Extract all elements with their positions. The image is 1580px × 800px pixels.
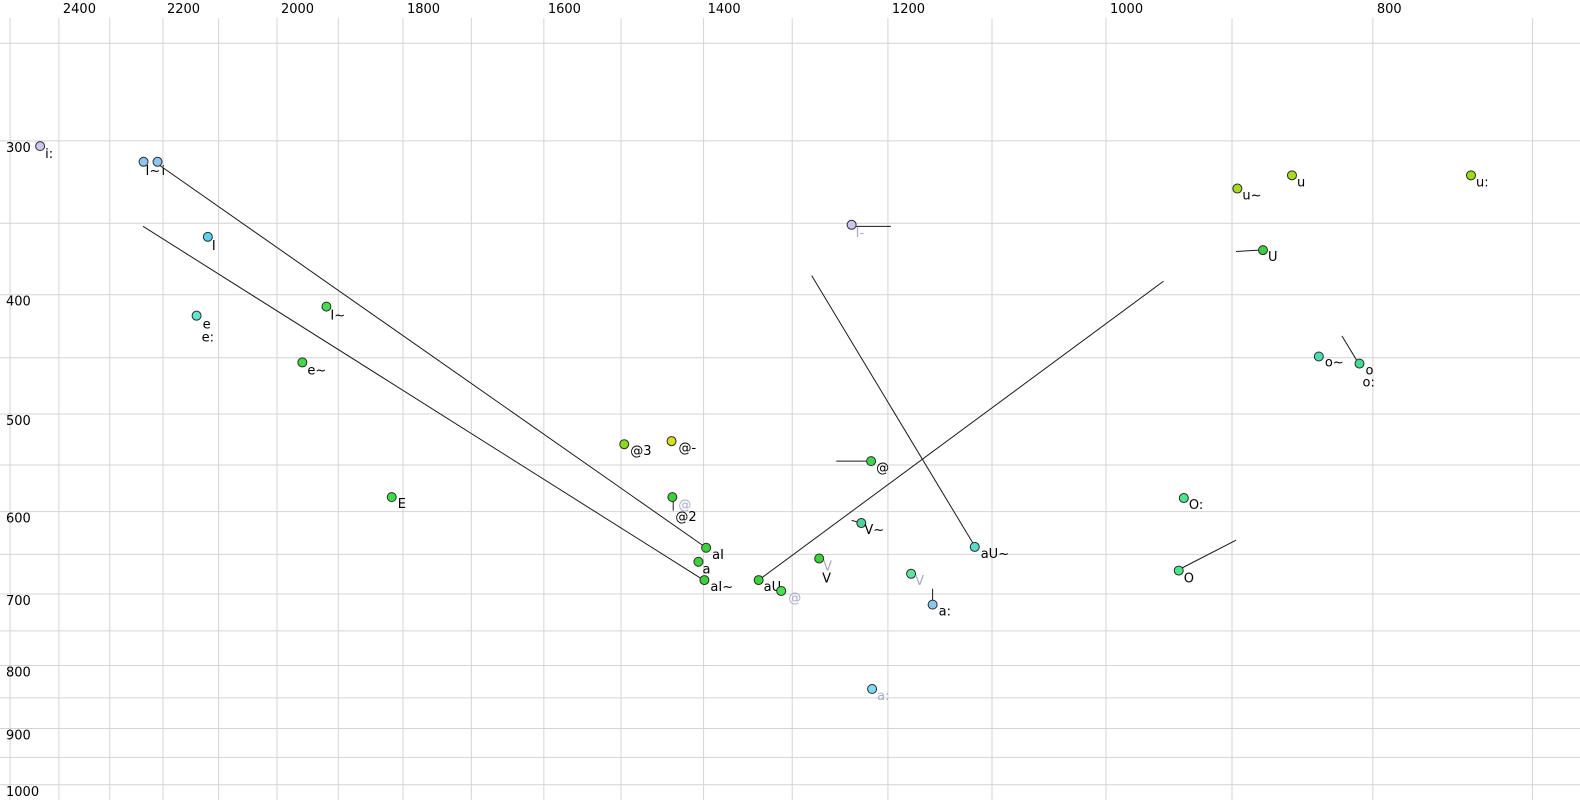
vowel-point-a:	[927, 599, 938, 610]
vowel-label-aU~: aU~	[981, 547, 1009, 562]
vowel-point-u:	[1465, 170, 1476, 181]
x-tick-label: 2200	[167, 2, 200, 17]
vowel-label-@: @	[876, 461, 889, 476]
x-tick-label: 800	[1377, 2, 1402, 17]
vowel-point-V	[906, 568, 917, 579]
y-tick-label: 800	[6, 665, 31, 680]
vowel-label-E: E	[398, 497, 406, 512]
vowel-point-u~	[1232, 183, 1243, 194]
trajectory-line-i-to-aI	[156, 163, 707, 549]
y-tick-label: 400	[6, 295, 31, 310]
vowel-label-i: i	[162, 164, 166, 179]
x-tick-label: 2400	[63, 2, 96, 17]
trajectory-line-at-o-long	[1341, 335, 1357, 361]
vowel-label-u~: u~	[1242, 189, 1261, 204]
x-tick-label: 1200	[892, 2, 925, 17]
trajectory-line-to-aI~	[142, 225, 704, 581]
trajectory-line-aU~-glide	[811, 275, 976, 547]
vowel-label-o~: o~	[1325, 356, 1344, 371]
vowel-label-u:: u:	[1476, 175, 1489, 190]
vowel-label-o:: o:	[1363, 376, 1375, 391]
vowel-point-aI	[701, 542, 712, 553]
vowel-point-O:	[1178, 493, 1189, 504]
trajectory-line-O-glide	[1179, 539, 1237, 570]
vowel-label-I~: I~	[146, 164, 161, 179]
x-tick-label: 1400	[708, 2, 741, 17]
y-tick-label: 700	[6, 594, 31, 609]
vowel-point-I~	[321, 301, 332, 312]
x-tick-label: 1000	[1110, 2, 1143, 17]
y-tick-label: 300	[6, 141, 31, 156]
vowel-point-@	[667, 492, 678, 503]
vowel-label-a: a	[702, 563, 710, 578]
vowel-point-i	[152, 156, 163, 167]
vowel-label-@3: @3	[630, 444, 651, 459]
vowel-point-e	[191, 310, 202, 321]
vowel-point-I-	[846, 219, 857, 230]
vowel-label-O: O	[1184, 572, 1194, 587]
vowel-label-aI: aI	[712, 548, 724, 563]
vowel-label-a:: a:	[939, 605, 951, 620]
vowel-point-O	[1173, 565, 1184, 576]
vowel-point-@	[866, 456, 877, 467]
vowel-point-e~	[297, 357, 308, 368]
vowel-point-i:	[35, 141, 46, 152]
vowel-label-o: o	[1366, 364, 1374, 379]
vowel-label-a:: a:	[877, 689, 889, 704]
vowel-point-a:	[867, 683, 878, 694]
vowel-point-V~	[856, 518, 867, 529]
vowel-label-I~: I~	[330, 309, 345, 324]
vowel-label-V: V	[823, 559, 832, 574]
vowel-point-V	[814, 553, 825, 564]
vowel-label-e:: e:	[202, 331, 214, 346]
trajectory-line-at-U	[1235, 249, 1259, 253]
y-tick-label: 1000	[6, 785, 39, 800]
vowel-label-V: V	[822, 571, 831, 586]
vowel-point-aI~	[699, 575, 710, 586]
vowel-label-I: I	[212, 239, 216, 254]
vowel-label-aI~: aI~	[710, 580, 733, 595]
y-tick-label: 600	[6, 512, 31, 527]
vowel-label-e~: e~	[307, 363, 326, 378]
vowel-label-I-: I-	[856, 226, 865, 241]
vowel-point-I~	[138, 156, 149, 167]
x-tick-label: 2000	[281, 2, 314, 17]
vowel-point-aU~	[969, 541, 980, 552]
vowel-label-@2: @2	[675, 510, 696, 525]
vowel-label-i:: i:	[45, 147, 53, 162]
vowel-label-O:: O:	[1189, 498, 1203, 513]
vowel-point-a	[693, 556, 704, 567]
vowel-point-o	[1354, 358, 1365, 369]
vowel-label-V: V	[915, 574, 924, 589]
vowel-point-o~	[1313, 351, 1324, 362]
vowel-label-U: U	[1268, 250, 1278, 265]
x-tick-label: 1800	[407, 2, 440, 17]
y-tick-label: 500	[6, 414, 31, 429]
x-tick-label: 1600	[548, 2, 581, 17]
y-tick-label: 900	[6, 728, 31, 743]
vowel-point-@3	[619, 439, 630, 450]
vowel-label-V~: V~	[864, 523, 884, 538]
trajectory-line-aU-glide	[758, 280, 1164, 581]
vowel-point-u	[1286, 170, 1297, 181]
vowel-point-aU	[753, 575, 764, 586]
vowel-label-u: u	[1297, 175, 1305, 190]
vowel-point-U	[1257, 245, 1268, 256]
vowel-label-@: @	[678, 498, 691, 513]
vowel-label-@: @	[788, 591, 801, 606]
vowel-label-@-: @-	[679, 441, 697, 456]
vowel-label-e: e	[203, 318, 211, 333]
vowel-point-@	[776, 585, 787, 596]
vowel-point-I	[202, 231, 213, 242]
vowel-point-E	[386, 492, 397, 503]
vowel-point-@-	[666, 436, 677, 447]
